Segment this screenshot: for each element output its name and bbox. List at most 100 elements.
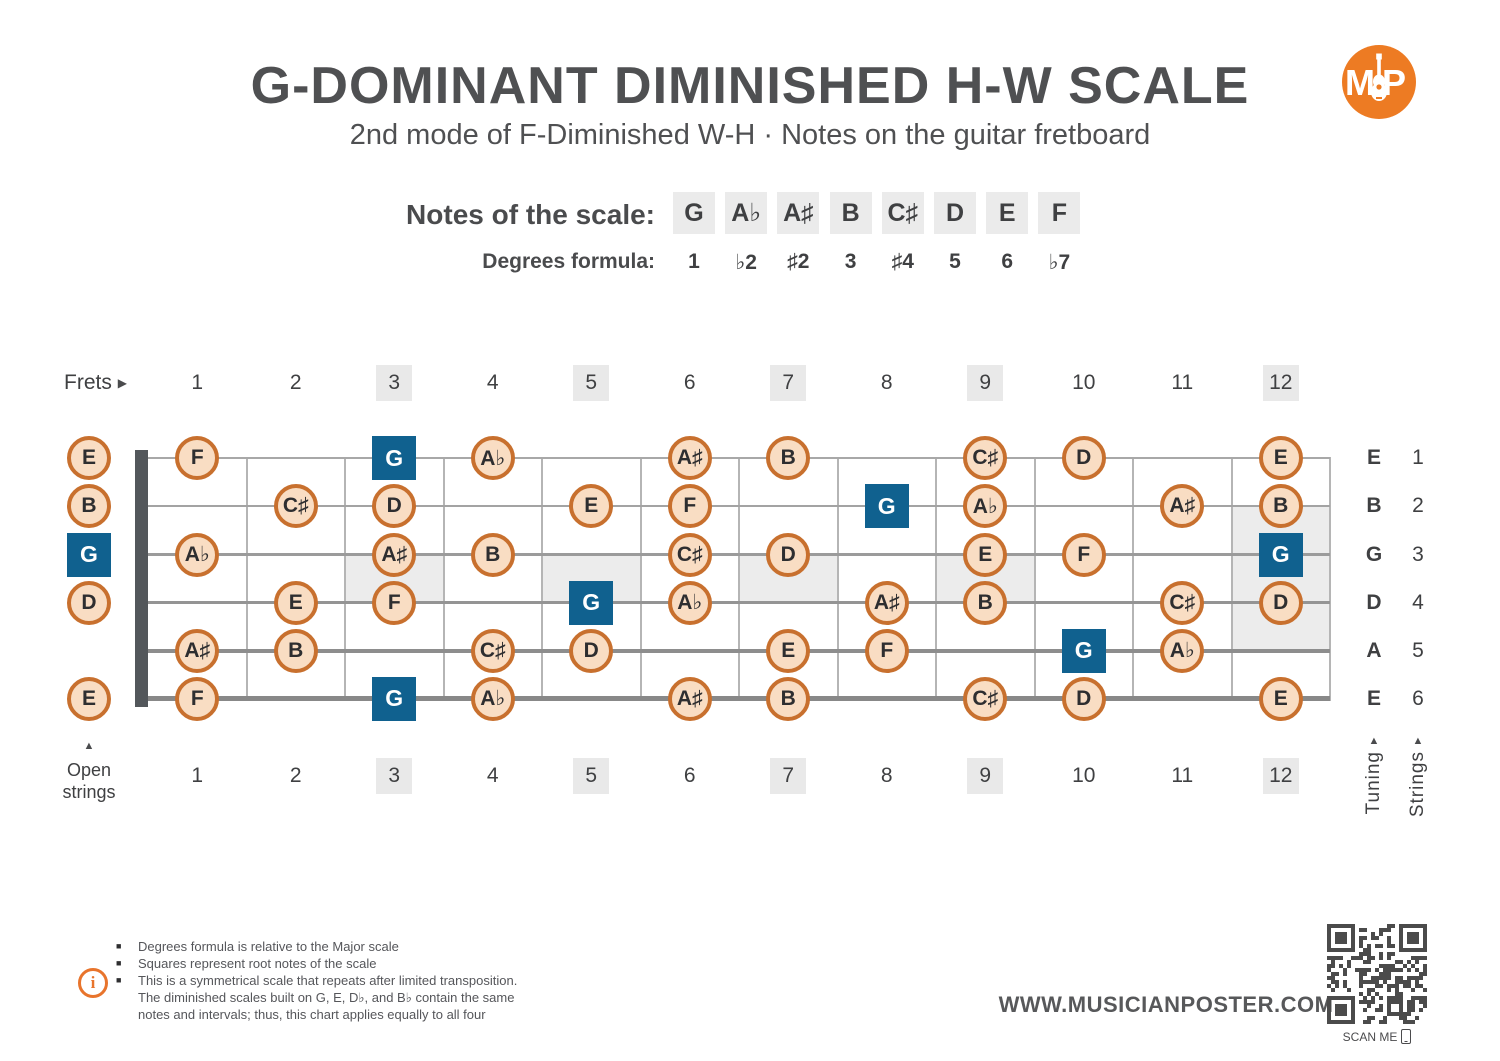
strings-axis-label: ▲ Strings bbox=[1398, 735, 1438, 822]
note-marker: B bbox=[766, 436, 811, 480]
guitar-string bbox=[148, 504, 1330, 508]
info-icon: i bbox=[78, 968, 108, 998]
note-marker: E bbox=[766, 628, 811, 673]
scale-note-box: F bbox=[1038, 192, 1081, 234]
root-note-marker: G bbox=[372, 436, 417, 480]
string-number: 1 bbox=[1412, 446, 1424, 469]
bullet-icon: ■ bbox=[116, 975, 122, 985]
fret-number: 3 bbox=[376, 758, 413, 794]
degree-value: 6 bbox=[1001, 250, 1014, 273]
fret-line bbox=[1329, 457, 1331, 701]
fret-number: 9 bbox=[967, 365, 1004, 401]
note-marker: B bbox=[1258, 484, 1303, 528]
fret-number: 4 bbox=[486, 764, 499, 787]
footer-note-text: This is a symmetrical scale that repeats… bbox=[138, 973, 518, 1022]
tuning-letter: G bbox=[1365, 542, 1383, 566]
brand-logo-icon: MP bbox=[1342, 45, 1416, 119]
fret-number: 12 bbox=[1262, 758, 1299, 794]
fretboard-nut bbox=[135, 450, 148, 707]
up-arrow-icon: ▲ bbox=[1412, 735, 1424, 747]
website-url: WWW.MUSICIANPOSTER.COM bbox=[998, 992, 1334, 1017]
brand-logo: MP bbox=[1342, 45, 1416, 119]
fret-line bbox=[836, 457, 839, 701]
fret-number: 6 bbox=[683, 371, 696, 394]
bullet-icon: ■ bbox=[116, 941, 122, 951]
frets-arrow-icon: ▶ bbox=[117, 376, 127, 390]
root-note-marker: G bbox=[864, 484, 909, 528]
note-marker: F bbox=[372, 580, 417, 625]
fret-number: 6 bbox=[683, 764, 696, 787]
fret-line bbox=[1132, 457, 1134, 701]
note-marker: A♯ bbox=[372, 532, 417, 577]
note-marker: F bbox=[175, 436, 220, 480]
fret-number: 8 bbox=[880, 764, 893, 787]
fret-line bbox=[1230, 457, 1233, 701]
note-marker: E bbox=[1258, 676, 1303, 721]
root-note-marker: G bbox=[1258, 532, 1303, 577]
root-note-marker: G bbox=[372, 676, 417, 721]
guitar-string bbox=[148, 648, 1330, 653]
fret-number: 1 bbox=[191, 764, 204, 787]
scale-note-box: B bbox=[829, 192, 872, 234]
fret-number: 7 bbox=[770, 758, 807, 794]
root-note-marker: G bbox=[569, 580, 614, 625]
note-marker: E bbox=[569, 484, 614, 528]
footer-note-text: Degrees formula is relative to the Major… bbox=[138, 939, 399, 954]
note-marker: C♯ bbox=[963, 436, 1008, 480]
note-marker: F bbox=[864, 628, 909, 673]
note-marker: C♯ bbox=[1160, 580, 1205, 625]
root-note-marker: G bbox=[1061, 628, 1106, 673]
degree-value: ♭2 bbox=[735, 251, 757, 274]
note-marker: A♯ bbox=[175, 628, 220, 673]
scale-note-box: C♯ bbox=[881, 192, 924, 234]
note-marker: A♭ bbox=[1160, 628, 1205, 673]
scale-note-box: A♯ bbox=[777, 192, 820, 234]
scale-note-box: G bbox=[673, 192, 715, 234]
note-marker: D bbox=[1258, 580, 1303, 625]
string-number: 3 bbox=[1412, 542, 1424, 566]
page-title: G-DOMINANT DIMINISHED H-W SCALE bbox=[250, 57, 1250, 115]
note-marker: A♭ bbox=[963, 484, 1008, 528]
note-marker: A♭ bbox=[667, 580, 712, 625]
note-marker: E bbox=[963, 532, 1008, 577]
open-strings-label: ▲ Open strings bbox=[39, 735, 139, 803]
bullet-icon: ■ bbox=[116, 958, 122, 968]
degrees-formula-label: Degrees formula: bbox=[482, 250, 655, 273]
note-marker: E bbox=[67, 676, 111, 721]
note-marker: D bbox=[372, 484, 417, 528]
note-marker: A♯ bbox=[667, 436, 712, 480]
degree-value: ♭7 bbox=[1048, 251, 1071, 274]
note-marker: A♯ bbox=[667, 676, 712, 721]
note-marker: E bbox=[273, 580, 318, 625]
fret-line bbox=[935, 457, 937, 701]
fret-number: 9 bbox=[967, 758, 1004, 794]
up-arrow-icon: ▲ bbox=[83, 740, 95, 752]
scale-note-box: A♭ bbox=[725, 192, 768, 234]
up-arrow-icon: ▲ bbox=[1368, 735, 1380, 747]
note-marker: D bbox=[67, 580, 111, 625]
note-marker: B bbox=[273, 628, 318, 673]
note-marker: D bbox=[1061, 676, 1106, 721]
note-marker: A♯ bbox=[864, 580, 909, 625]
degree-value: 3 bbox=[844, 250, 857, 273]
note-marker: A♭ bbox=[470, 436, 515, 480]
note-marker: E bbox=[67, 436, 111, 480]
note-marker: C♯ bbox=[470, 628, 515, 673]
string-number: 5 bbox=[1412, 638, 1424, 662]
footer-note-text: Squares represent root notes of the scal… bbox=[138, 956, 377, 971]
note-marker: B bbox=[67, 484, 111, 528]
fret-number: 5 bbox=[573, 365, 610, 401]
footer-notes: ■ Degrees formula is relative to the Majo… bbox=[116, 938, 526, 1023]
tuning-letter: E bbox=[1366, 686, 1381, 710]
guitar-string bbox=[148, 553, 1330, 556]
degree-value: 1 bbox=[688, 250, 700, 273]
phone-icon bbox=[1401, 1029, 1412, 1044]
fret-number: 7 bbox=[770, 365, 807, 401]
scale-note-box: E bbox=[986, 192, 1029, 234]
scan-me-label: SCAN ME bbox=[1327, 1029, 1427, 1044]
degree-value: 5 bbox=[949, 250, 961, 273]
tuning-letter: D bbox=[1366, 590, 1382, 614]
fret-inlay-marker-double bbox=[1231, 507, 1330, 650]
note-marker: A♯ bbox=[1160, 484, 1205, 528]
